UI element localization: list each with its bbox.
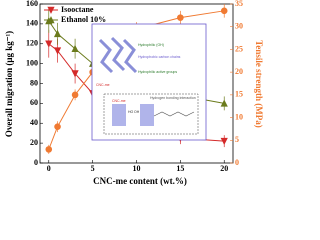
cnc-block [140, 104, 154, 126]
alkyl-chain [153, 111, 195, 117]
inset-label: Hydrophobic carbon chains [138, 55, 181, 59]
inset-label: CNC-me [112, 99, 126, 103]
y2-tick-label: 10 [235, 112, 243, 121]
cnc-chains [98, 36, 138, 74]
inset-label: Hydrophilic active groups [138, 70, 177, 74]
marker [220, 7, 228, 15]
x-axis-label: CNC-me content (wt.%) [93, 176, 187, 186]
inset-box [103, 93, 199, 135]
y-tick-label: 100 [26, 58, 38, 67]
y-tick-label: 160 [26, 0, 38, 8]
marker [45, 146, 53, 153]
x-tick-label: 5 [91, 164, 95, 173]
marker [71, 70, 79, 78]
y-tick-label: 140 [26, 19, 38, 28]
inset-label: Hydrogen bonding interaction [150, 96, 196, 100]
legend-label: Isooctane [61, 5, 94, 14]
marker [177, 14, 184, 21]
legend-marker [47, 16, 55, 24]
y2-tick-label: 15 [235, 90, 243, 99]
inset-label: HO [128, 110, 134, 114]
y-tick-label: 60 [30, 98, 38, 107]
x-tick-label: 15 [176, 164, 184, 173]
marker [45, 40, 53, 48]
inset-label: CNC-me [96, 83, 110, 87]
y-tick-label: 80 [30, 78, 38, 87]
y2-tick-label: 35 [235, 0, 243, 8]
x-tick-label: 0 [47, 164, 51, 173]
y2-tick-label: 20 [235, 67, 243, 76]
legend-label: Ethanol 10% [61, 15, 106, 24]
y-tick-label: 0 [34, 158, 38, 167]
chain [110, 36, 126, 72]
cnc-block [112, 104, 126, 126]
y-axis-label: Overall migration (μg kg⁻¹) [4, 31, 14, 137]
marker [71, 91, 79, 99]
marker [220, 137, 228, 146]
y2-tick-label: 0 [235, 158, 239, 167]
y-tick-label: 120 [26, 39, 38, 48]
x-tick-label: 10 [133, 164, 141, 173]
y2-tick-label: 25 [235, 44, 243, 53]
y-tick-label: 20 [30, 138, 38, 147]
inset-diagram: Hydrophilic (OH) Hydrophobic carbon chain… [91, 23, 207, 141]
marker [53, 47, 62, 55]
y2-axis-label: Tensile strength (MPa) [254, 40, 264, 128]
chain [122, 38, 138, 74]
chart: CNC-me content (wt.%) Overall migration … [4, 0, 264, 186]
inset-label: OH [134, 110, 140, 114]
marker [54, 123, 61, 130]
legend-marker [47, 6, 55, 14]
inset-label: Hydrophilic (OH) [138, 43, 164, 47]
marker [220, 99, 228, 107]
y2-tick-label: 30 [235, 22, 243, 31]
y2-tick-label: 5 [235, 135, 239, 144]
chain [98, 38, 114, 74]
marker [71, 44, 79, 53]
marker [53, 29, 62, 38]
y-tick-label: 40 [30, 118, 38, 127]
x-tick-label: 20 [220, 164, 228, 173]
